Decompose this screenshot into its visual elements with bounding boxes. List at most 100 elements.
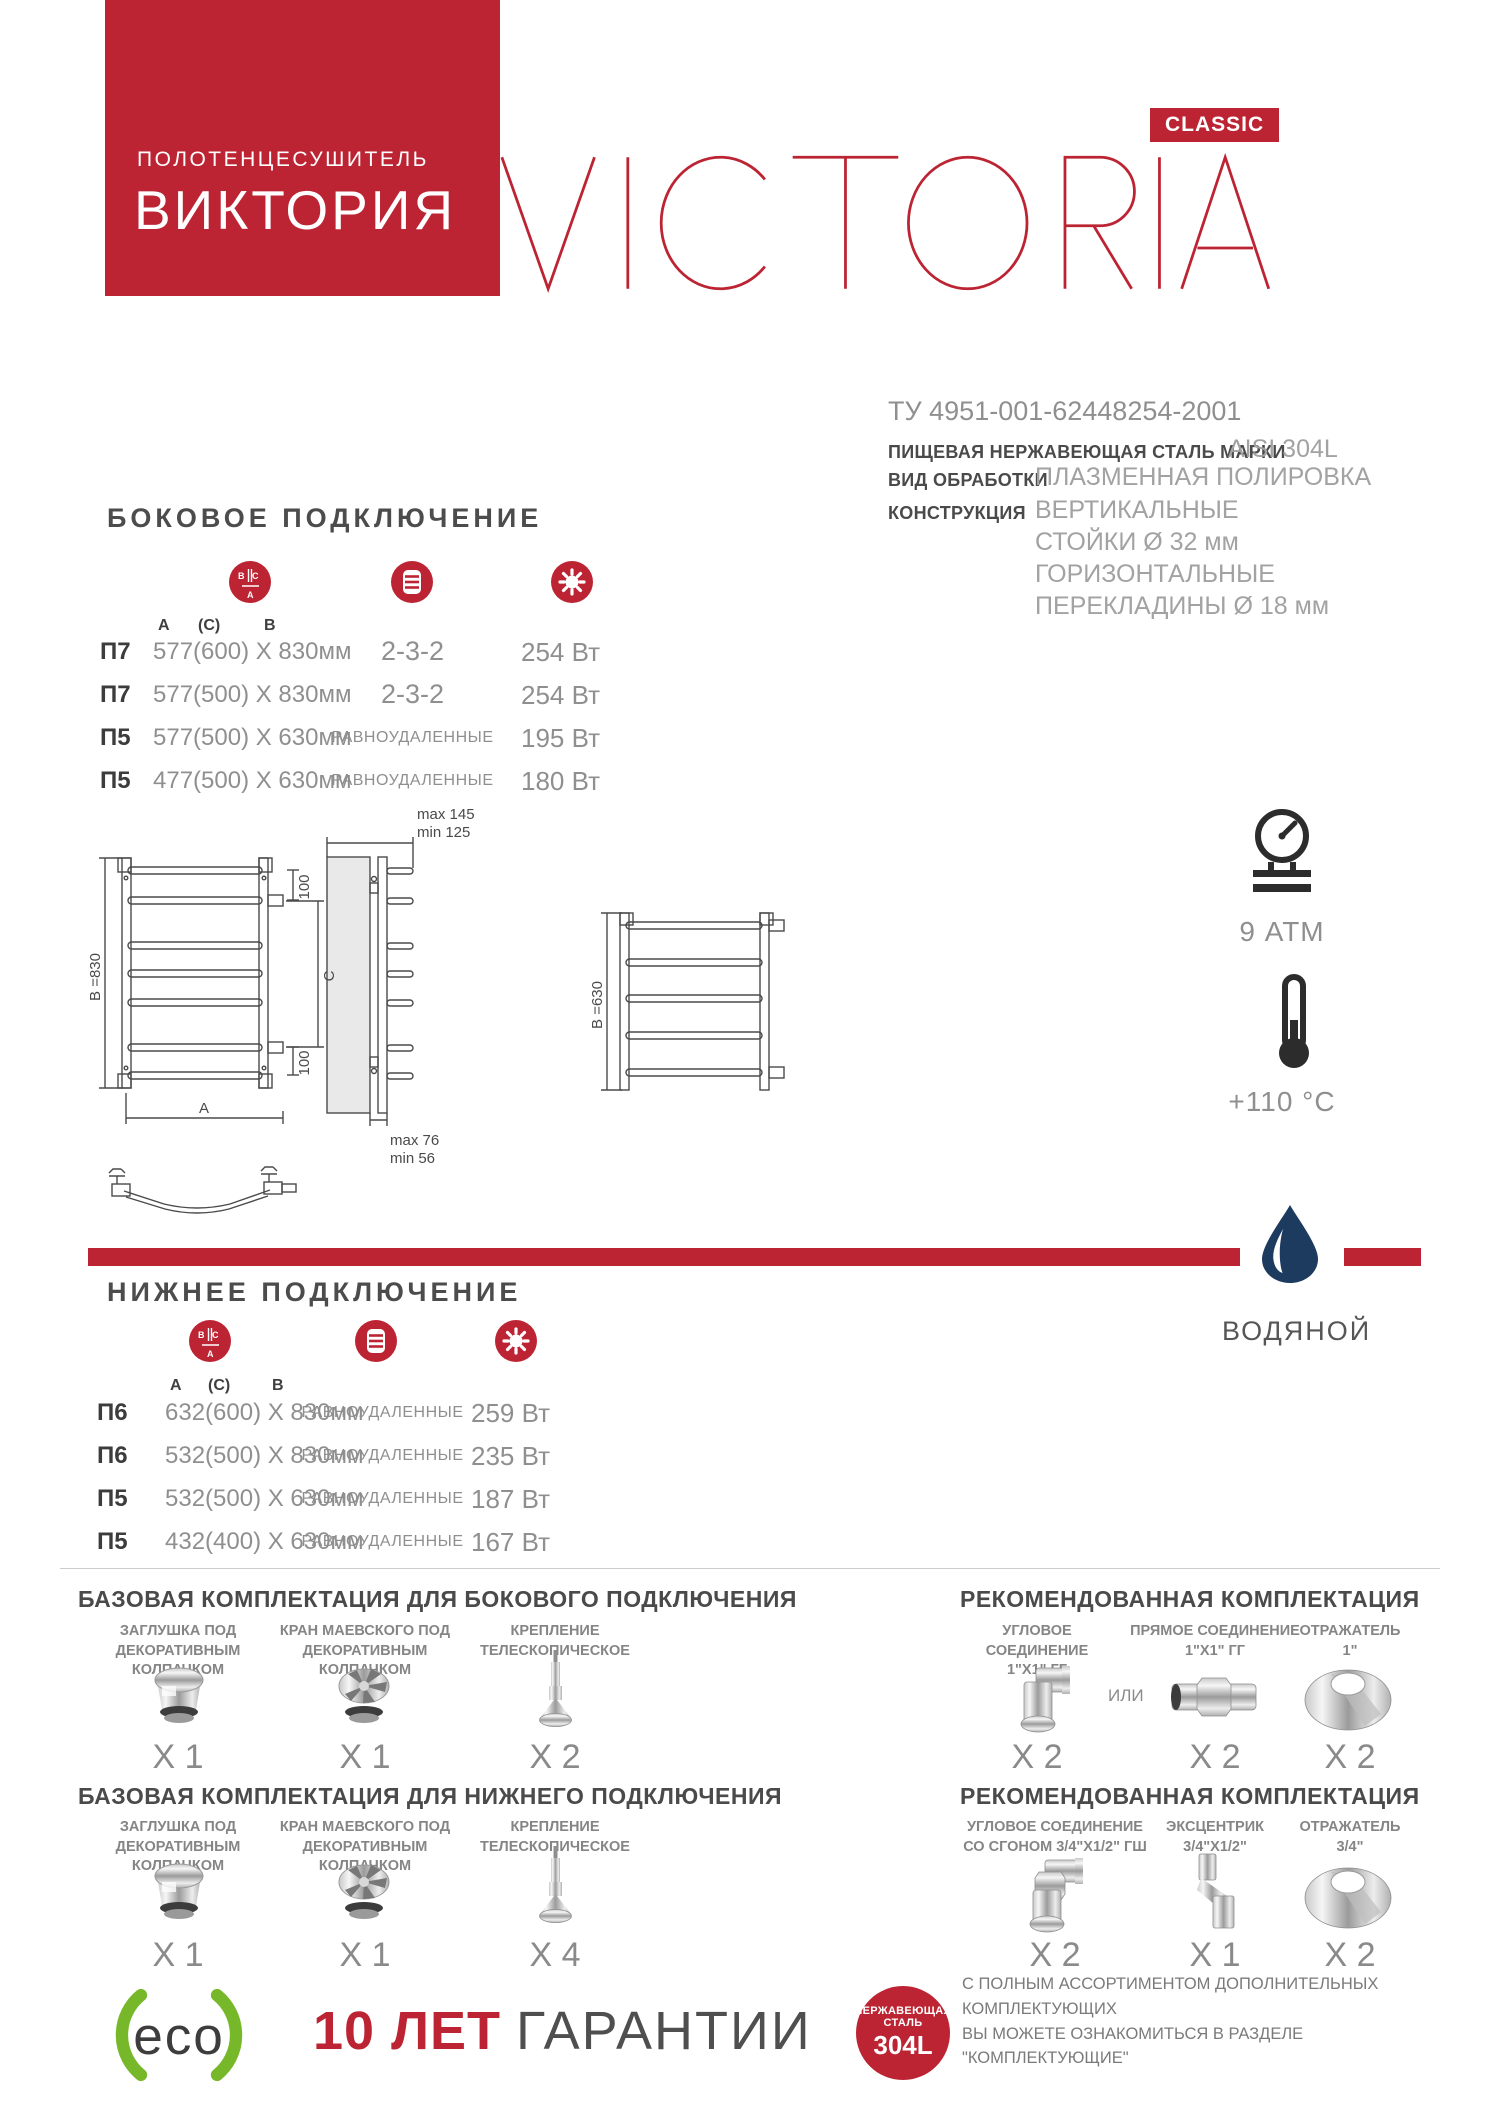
victoria-wordmark [500,152,1271,293]
bottom-connection-title: НИЖНЕЕ ПОДКЛЮЧЕНИЕ [107,1277,522,1307]
table-row-model: П6 [97,1399,128,1426]
dimensions-icon: B C A [229,561,271,603]
eco-logo: eco [115,1988,243,2082]
kit-item-qty: X 1 [152,1738,204,1776]
steel-label: ПИЩЕВАЯ НЕРЖАВЕЮЩАЯ СТАЛЬ МАРКИ [888,442,1286,462]
dimensions-icon: B C A [189,1320,231,1362]
warranty-text: 10 ЛЕТ ГАРАНТИИ [313,2000,812,2062]
kit-item-label: ЗАГЛУШКА ПОД ДЕКОРАТИВНЫМ КОЛПАЧКОМ [115,1623,241,1678]
kit-item-qty: X 2 [1011,1738,1063,1776]
table-row-dims: 577(600) X 830мм [153,638,352,665]
svg-text:max 145: max 145 [417,806,475,823]
kit-item-qty: X 2 [1324,1936,1376,1974]
table-row-model: П5 [97,1528,128,1555]
accessories-note: С ПОЛНЫМ АССОРТИМЕНТОМ ДОПОЛНИТЕЛЬНЫХ КО… [962,1975,1379,2068]
table-row-power: 187 Вт [471,1484,550,1514]
construction-line: ВЕРТИКАЛЬНЫЕ [1035,496,1239,524]
telescopic-bracket-photo [539,1846,572,1923]
table-row-layout: РАВНОУДАЛЕННЫЕ [301,1490,464,1507]
kit-item-qty: X 2 [1189,1738,1241,1776]
escutcheon-photo [1304,1867,1392,1929]
table-row-model: П7 [100,681,131,708]
kit-item-label: ЭКСЦЕНТРИК 3/4"Х1/2" [1166,1819,1264,1855]
table-row-model: П5 [100,767,131,794]
plug-photo [154,1667,204,1723]
table-row-power: 180 Вт [521,766,600,796]
warranty-label: ГАРАНТИИ [515,2001,812,2061]
heat-power-icon [495,1320,537,1362]
temperature-value: +110 °C [1228,1086,1336,1117]
dim-header-a: A [158,617,170,634]
table-row-dims: 577(500) X 830мм [153,681,352,708]
rec-bottom-kit-title: РЕКОМЕНДОВАННАЯ КОМПЛЕКТАЦИЯ [960,1783,1420,1809]
base-side-kit-title: БАЗОВАЯ КОМПЛЕКТАЦИЯ ДЛЯ БОКОВОГО ПОДКЛЮ… [78,1586,797,1612]
svg-text:B =830: B =830 [87,953,104,1001]
dim-header-c: (C) [198,617,221,634]
badge-line2: СТАЛЬ [883,2017,923,2029]
section-divider [60,1568,1440,1569]
table-row-model: П6 [97,1442,128,1469]
kit-item-qty: X 2 [1029,1936,1081,1974]
svg-text:B: B [198,1330,205,1340]
table-row-layout: РАВНОУДАЛЕННЫЕ [331,772,494,789]
warranty-years: 10 ЛЕТ [313,2001,501,2061]
svg-text:C: C [212,1330,219,1340]
divider-bar-left [88,1248,1240,1266]
table-row-power: 254 Вт [521,637,600,667]
divider-bar-right [1344,1248,1421,1266]
table-row-dims: 577(500) X 630мм [153,724,352,751]
kit-item-label: УГЛОВОЕ СОЕДИНЕНИЕ СО СГОНОМ 3/4"Х1/2" Г… [963,1819,1147,1855]
maevsky-valve-photo [338,1864,390,1919]
straight-fitting-photo [1171,1677,1257,1717]
finish-value: ПЛАЗМЕННАЯ ПОЛИРОВКА [1035,463,1372,491]
construction-line: ГОРИЗОНТАЛЬНЫЕ [1035,560,1275,588]
svg-text:eco: eco [133,2007,224,2066]
kit-item-qty: X 1 [339,1936,391,1974]
thermometer-icon [1279,974,1309,1068]
svg-text:A: A [199,1100,209,1117]
kit-item-qty: X 1 [152,1936,204,1974]
side-connection-title: БОКОВОЕ ПОДКЛЮЧЕНИЕ [107,503,543,533]
elbow-fitting-photo [1020,1666,1070,1733]
svg-text:min 125: min 125 [417,824,470,841]
table-row-dims: 477(500) X 630мм [153,767,352,794]
table-row-layout: РАВНОУДАЛЕННЫЕ [301,1533,464,1550]
table-row-layout: РАВНОУДАЛЕННЫЕ [301,1447,464,1464]
table-row-power: 235 Вт [471,1441,550,1471]
brand-block: ПОЛОТЕНЦЕСУШИТЕЛЬ ВИКТОРИЯ [105,0,500,296]
badge-line1: НЕРЖАВЕЮЩАЯ [854,2005,952,2017]
table-row-power: 195 Вт [521,723,600,753]
table-row-dims: 532(500) X 630мм [165,1485,364,1512]
pressure-gauge-icon [1253,809,1311,892]
table-row-dims: 632(600) X 830мм [165,1399,364,1426]
table-row-layout: 2-3-2 [380,679,445,709]
table-row-dims: 432(400) X 630мм [165,1528,364,1555]
tu-standard: ТУ 4951-001-62448254-2001 [888,396,1242,426]
kit-item-qty: X 1 [1189,1936,1241,1974]
maevsky-valve-photo [338,1668,390,1723]
dim-header-b: B [264,617,276,634]
table-row-model: П5 [100,724,131,751]
table-row-model: П7 [100,638,131,665]
svg-text:C: C [252,571,259,581]
water-drop-icon [1262,1205,1318,1283]
svg-text:A: A [207,1349,214,1359]
dim-header-b: B [272,1377,284,1394]
construction-line: СТОЙКИ Ø 32 мм [1035,528,1239,556]
product-type-label: ПОЛОТЕНЦЕСУШИТЕЛЬ [137,148,429,171]
technical-drawing: B =830 A 100 100 C max 145 min 125 max 7… [87,806,785,1214]
table-row-dims: 532(500) X 830мм [165,1442,364,1469]
finish-label: ВИД ОБРАБОТКИ [888,470,1048,490]
svg-text:B: B [238,571,245,581]
table-row-power: 254 Вт [521,680,600,710]
svg-text:A: A [247,590,254,600]
base-bottom-kit-title: БАЗОВАЯ КОМПЛЕКТАЦИЯ ДЛЯ НИЖНЕГО ПОДКЛЮЧ… [78,1783,783,1809]
table-row-power: 167 Вт [471,1527,550,1557]
svg-text:100: 100 [296,1050,313,1075]
plug-photo [154,1863,204,1919]
kit-item-qty: X 4 [529,1936,581,1974]
svg-text:C: C [321,970,338,981]
dim-header-a: A [170,1377,182,1394]
elbow-union-fitting-photo [1029,1858,1083,1933]
